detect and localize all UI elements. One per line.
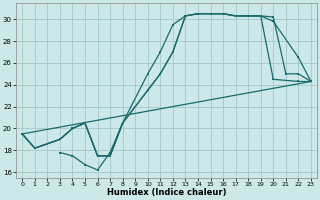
X-axis label: Humidex (Indice chaleur): Humidex (Indice chaleur) (107, 188, 226, 197)
